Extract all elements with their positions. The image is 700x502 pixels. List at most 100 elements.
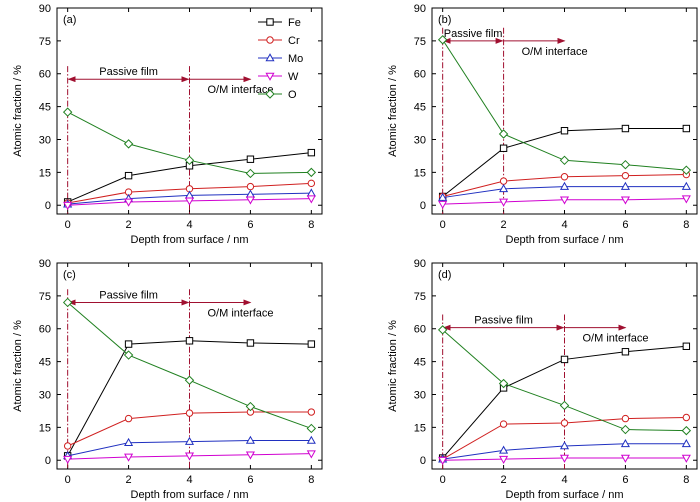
data-point-o xyxy=(559,155,570,166)
legend-label-mo: Mo xyxy=(288,53,303,65)
y-tick-label: 45 xyxy=(414,357,426,369)
y-tick-label: 15 xyxy=(414,167,426,179)
interface-label: O/M interface xyxy=(583,333,649,345)
y-tick-label: 90 xyxy=(39,3,51,15)
y-tick-label: 30 xyxy=(39,389,51,401)
data-point-mo xyxy=(499,183,509,193)
passive-film-label: Passive film xyxy=(474,315,533,327)
data-point-w xyxy=(620,454,630,463)
data-point-cr xyxy=(560,173,569,181)
data-point-o xyxy=(620,424,631,435)
data-point-mo xyxy=(499,445,509,454)
y-axis-label: Atomic fraction / % xyxy=(387,320,399,412)
data-point-mo xyxy=(620,438,630,448)
panel-label: (a) xyxy=(63,14,76,26)
data-point-cr xyxy=(185,409,194,417)
y-tick-label: 15 xyxy=(414,422,426,434)
data-point-w xyxy=(438,456,448,466)
data-point-o xyxy=(681,165,692,175)
series-line-o xyxy=(442,39,687,171)
data-point-o xyxy=(306,423,317,434)
series-mo xyxy=(63,435,316,460)
data-point-cr xyxy=(63,442,72,450)
interface-label: O/M interface xyxy=(208,307,274,319)
y-tick-label: 90 xyxy=(414,258,426,270)
x-tick-label: 6 xyxy=(247,219,253,231)
legend-label-cr: Cr xyxy=(288,35,300,47)
data-point-w xyxy=(245,451,255,460)
data-point-o xyxy=(184,375,195,385)
y-tick-label: 75 xyxy=(39,36,51,48)
data-point-cr xyxy=(499,420,508,428)
series-cr xyxy=(63,179,316,207)
data-point-mo xyxy=(184,436,195,445)
y-axis-label: Atomic fraction / % xyxy=(387,65,399,157)
interface-label: O/M interface xyxy=(522,46,588,58)
data-point-cr xyxy=(499,177,508,185)
data-point-o xyxy=(498,129,509,139)
data-point-w xyxy=(559,454,570,463)
legend-label-w: W xyxy=(288,71,299,83)
series-o xyxy=(62,107,317,179)
data-point-mo xyxy=(559,441,570,450)
data-point-mo xyxy=(245,435,255,444)
series-w xyxy=(63,195,316,211)
legend-marker-w xyxy=(265,72,275,81)
data-point-mo xyxy=(124,437,134,447)
data-point-cr xyxy=(307,179,316,188)
series-w xyxy=(438,454,691,466)
data-point-fe xyxy=(124,340,133,348)
series-w xyxy=(63,450,316,464)
data-point-fe xyxy=(560,355,569,364)
data-point-mo xyxy=(620,181,630,190)
panel-label: (d) xyxy=(438,269,451,281)
data-point-o xyxy=(245,168,256,179)
panel-c: 0 15 30 45 60 75 90 0 2 4 6 8 Depth from surface / n… xyxy=(12,258,323,501)
data-point-w xyxy=(184,452,195,461)
data-point-w xyxy=(620,196,630,205)
interface-label: O/M interface xyxy=(208,84,274,96)
y-tick-label: 0 xyxy=(45,455,51,467)
data-point-cr xyxy=(621,414,630,423)
series-o xyxy=(437,325,692,436)
data-point-w xyxy=(438,200,448,209)
data-point-cr xyxy=(307,408,316,416)
series-mo xyxy=(438,181,691,201)
series-o xyxy=(62,297,317,434)
y-tick-label: 45 xyxy=(39,357,51,369)
x-tick-label: 6 xyxy=(622,219,628,231)
x-tick-label: 8 xyxy=(683,474,689,486)
x-tick-label: 0 xyxy=(65,219,71,231)
y-tick-label: 90 xyxy=(414,3,426,15)
y-tick-label: 60 xyxy=(39,324,51,336)
y-tick-label: 60 xyxy=(39,69,51,81)
y-tick-label: 60 xyxy=(414,324,426,336)
series-mo xyxy=(438,438,691,463)
data-point-mo xyxy=(306,435,316,444)
passive-film-label: Passive film xyxy=(99,66,158,78)
data-point-cr xyxy=(124,414,133,423)
panel-label: (c) xyxy=(63,269,76,281)
legend-marker-fe xyxy=(266,18,274,26)
data-point-w xyxy=(559,196,570,205)
data-point-w xyxy=(306,450,316,459)
data-point-o xyxy=(123,350,134,360)
data-point-mo xyxy=(681,438,691,448)
x-tick-label: 0 xyxy=(440,219,446,231)
legend: Fe Cr Mo WO xyxy=(258,17,303,101)
x-tick-label: 6 xyxy=(622,474,628,486)
legend-label-o: O xyxy=(288,89,297,101)
y-tick-label: 90 xyxy=(39,258,51,270)
y-tick-label: 45 xyxy=(414,102,426,114)
x-tick-label: 0 xyxy=(440,474,446,486)
passive-film-label: Passive film xyxy=(99,289,158,301)
x-tick-label: 8 xyxy=(683,219,689,231)
data-point-fe xyxy=(682,124,691,133)
series-w xyxy=(438,195,691,209)
data-point-w xyxy=(63,201,73,211)
y-tick-label: 30 xyxy=(39,134,51,146)
data-point-mo xyxy=(306,188,316,197)
data-point-o xyxy=(620,159,631,170)
data-point-o xyxy=(437,325,448,335)
